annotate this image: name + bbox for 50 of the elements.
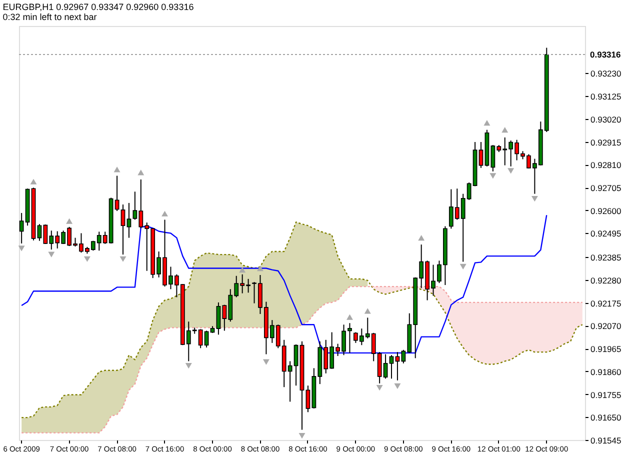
point [502,127,508,133]
point [18,246,25,252]
candlestick [348,322,352,354]
y-tick-label: 0.92705 [590,183,622,194]
line-series [20,222,584,418]
y-tick-label: 0.92600 [590,206,622,216]
y-tick-label: 0.93020 [590,114,622,124]
point [484,120,490,126]
candlestick [389,354,394,380]
point [256,265,264,272]
point [48,252,55,258]
y-tick-label: 0.92175 [590,298,622,308]
y-tick-label: 0.91965 [590,344,622,354]
chart-title: EURGBP,H1 0.92967 0.93347 0.92960 0.93316 [2,2,194,12]
y-tick-label: 0.92385 [590,252,622,263]
point [460,264,466,270]
y-tick-label: 0.92070 [590,321,622,332]
y-tick-label: 0.92280 [590,276,622,286]
candlestick [120,204,126,256]
point [262,359,270,365]
y-tick-label: 0.92495 [590,228,622,239]
point [376,384,383,391]
point [418,234,425,241]
y-tick-label: 0.91755 [590,390,622,400]
candlestick [478,142,484,168]
y-tick-label: 0.92810 [590,160,622,170]
point [114,166,120,172]
point [346,314,353,320]
point [364,308,371,314]
point [66,218,73,224]
point [185,362,192,369]
y-tick-label: 0.93230 [590,68,622,79]
y-tick-label: 0.91650 [590,412,622,423]
point [138,170,144,176]
point [162,210,168,216]
point [531,196,538,202]
point [120,256,126,262]
point [30,178,37,184]
point [84,256,90,262]
y-tick-label: 0.92915 [590,137,622,148]
ref-line-label: 0.93316 [590,50,621,60]
y-tick-label: 0.91545 [590,436,622,446]
point [508,168,514,174]
y-tick-label: 0.93125 [590,92,622,102]
chart-subtitle: 0:32 min left to next bar [2,12,97,22]
point [394,383,401,390]
point [490,173,496,179]
point [298,433,306,439]
y-tick-label: 0.91860 [590,366,622,377]
point [239,266,246,273]
